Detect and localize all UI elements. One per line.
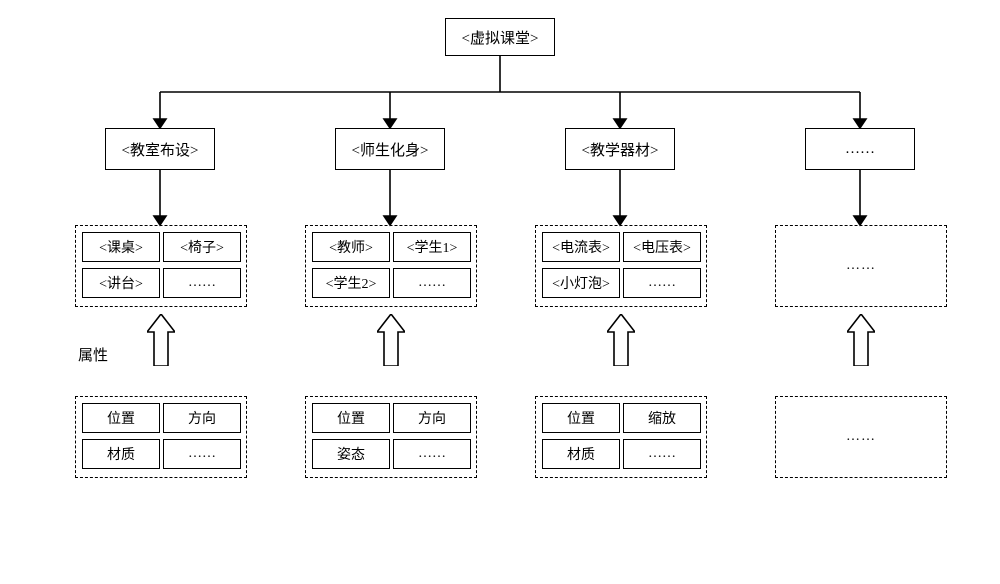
bottom-cell: 方向 bbox=[393, 403, 471, 433]
mid-group-3: …… bbox=[775, 225, 947, 307]
bottom-cell: 方向 bbox=[163, 403, 241, 433]
bottom-cell: …… bbox=[623, 439, 701, 469]
up-arrow-icon bbox=[847, 314, 875, 366]
mid-cell: …… bbox=[623, 268, 701, 298]
up-arrow-icon bbox=[147, 314, 175, 366]
bottom-cell: 材质 bbox=[82, 439, 160, 469]
branch-more: …… bbox=[805, 128, 915, 170]
bottom-cell: …… bbox=[393, 439, 471, 469]
bottom-cell: 缩放 bbox=[623, 403, 701, 433]
mid-cell: <椅子> bbox=[163, 232, 241, 262]
bottom-group-3-dots: …… bbox=[846, 429, 876, 445]
mid-cell: <小灯泡> bbox=[542, 268, 620, 298]
mid-cell: <课桌> bbox=[82, 232, 160, 262]
attributes-label: 属性 bbox=[78, 344, 108, 365]
branch-classroom-layout: <教室布设> bbox=[105, 128, 215, 170]
branch-label: <师生化身> bbox=[352, 139, 429, 160]
bottom-cell: …… bbox=[163, 439, 241, 469]
bottom-cell: 材质 bbox=[542, 439, 620, 469]
root-label: <虚拟课堂> bbox=[462, 27, 539, 48]
bottom-cell: 姿态 bbox=[312, 439, 390, 469]
diagram-canvas: <虚拟课堂> <教室布设> <师生化身> <教学器材> …… <课桌> <椅子>… bbox=[0, 0, 1000, 584]
branch-label: <教学器材> bbox=[582, 139, 659, 160]
bottom-cell: 位置 bbox=[82, 403, 160, 433]
up-arrow-icon bbox=[377, 314, 405, 366]
up-arrow-icon bbox=[607, 314, 635, 366]
mid-cell: <电压表> bbox=[623, 232, 701, 262]
bottom-group-3: …… bbox=[775, 396, 947, 478]
branch-label: …… bbox=[845, 141, 875, 158]
branch-equipment: <教学器材> bbox=[565, 128, 675, 170]
branch-label: <教室布设> bbox=[122, 139, 199, 160]
root-node: <虚拟课堂> bbox=[445, 18, 555, 56]
mid-cell: <讲台> bbox=[82, 268, 160, 298]
branch-avatars: <师生化身> bbox=[335, 128, 445, 170]
mid-cell: …… bbox=[393, 268, 471, 298]
mid-cell: …… bbox=[163, 268, 241, 298]
mid-cell: <电流表> bbox=[542, 232, 620, 262]
mid-cell: <学生1> bbox=[393, 232, 471, 262]
mid-cell: <教师> bbox=[312, 232, 390, 262]
bottom-cell: 位置 bbox=[312, 403, 390, 433]
bottom-cell: 位置 bbox=[542, 403, 620, 433]
mid-cell: <学生2> bbox=[312, 268, 390, 298]
mid-group-3-dots: …… bbox=[846, 258, 876, 274]
